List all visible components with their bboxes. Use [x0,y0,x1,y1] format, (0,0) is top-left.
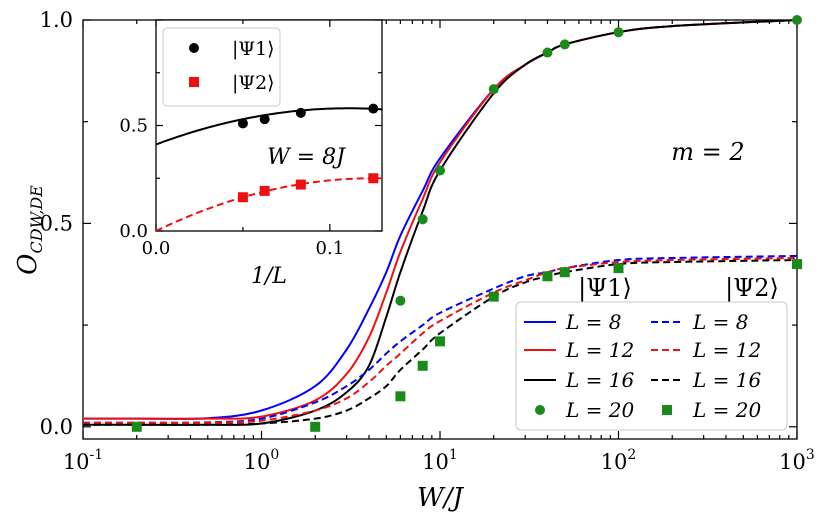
inset-y-tick-label: 0.5 [119,116,148,137]
point-psi2-L20 [417,360,428,371]
main-series [83,20,797,426]
legend-marker [662,405,672,415]
legend-header-psi2: |Ψ2⟩ [725,274,779,303]
inset-legend-label: |Ψ2⟩ [232,72,275,94]
point-psi2-L20 [559,267,570,278]
point-psi2-L20 [613,263,624,274]
x-tick-label: 101 [422,447,458,474]
annotation-m: m = 2 [671,138,744,166]
inset-fits [156,107,382,231]
x-tick-label: 102 [601,447,637,474]
legend-label: L = 20 [692,398,761,422]
inset-x-axis-label: 1/L [251,264,287,289]
main-x-tick-labels: 10-1 100 101 102 103 [63,447,815,474]
inset-legend-label: |Ψ1⟩ [232,38,275,60]
legend-label: L = 20 [565,398,634,422]
y-tick-label: 0.5 [40,211,73,235]
x-axis-label: W/J [417,483,464,513]
point-psi1-L20 [613,27,624,38]
inset-legend-marker [189,77,199,87]
legend-label: L = 8 [692,310,748,334]
inset-point [368,103,379,114]
inset-point [237,192,248,203]
legend-label: L = 12 [565,338,634,362]
inset-y-tick-label: 0.0 [119,221,148,242]
point-psi2-L20 [310,421,321,432]
x-tick-label: 10-1 [63,447,103,474]
inset-point [259,114,270,125]
point-psi1-L20 [559,39,570,50]
point-psi1-L20 [488,84,499,95]
point-psi1-L20 [792,15,802,25]
main-legend-box [515,301,788,431]
legend-label: L = 16 [565,368,634,392]
inset-x-tick-label: 0.1 [316,238,345,259]
inset-x-tick-labels: 0.0 0.1 [142,238,344,259]
inset-point [237,118,248,129]
inset-legend-marker [189,43,199,53]
point-psi2-L20 [435,336,445,347]
inset-point [295,107,306,118]
x-tick-label: 103 [779,447,815,474]
inset-x-tick-label: 0.0 [142,238,171,259]
point-psi2-L20 [792,259,802,270]
main-legend: L = 8 L = 12 L = 16 L = 8 L = 12 L = 16 L = 20… [524,310,761,422]
y-tick-label: 0.0 [40,415,73,439]
legend-marker [535,405,545,415]
point-psi1-L20 [542,47,553,58]
legend-label: L = 12 [692,338,761,362]
inset-legend: |Ψ1⟩ |Ψ2⟩ [189,38,275,94]
point-psi1-L20 [395,295,406,306]
point-psi2-L20 [395,391,406,402]
inset-point [259,185,270,196]
svg-text:OCDW,DE: OCDW,DE [13,185,46,275]
y-tick-label: 1.0 [40,8,73,32]
y-axis-label: OCDW,DE [13,185,46,275]
point-psi1-L20 [417,214,428,225]
y-axis-label-sub: CDW,DE [27,185,46,254]
point-psi1-L20 [435,165,445,176]
inset-title: W = 8J [267,145,346,170]
x-tick-label: 100 [244,447,280,474]
legend-label: L = 8 [565,310,621,334]
point-psi2-L20 [488,291,499,302]
inset-point [368,173,379,184]
inset-points [237,103,379,203]
legend-label: L = 16 [692,368,761,392]
series-line-psi2-L16 [83,259,797,426]
y-axis-label-main: O [13,253,43,274]
inset-ticks [155,19,382,232]
legend-header-psi1: |Ψ1⟩ [578,274,632,303]
inset-y-tick-labels: 0.0 0.5 [119,116,148,243]
inset-point [295,179,306,190]
main-points [131,15,802,432]
main-y-tick-labels: 0.0 0.5 1.0 [40,8,73,439]
inset-fit-line [156,107,382,146]
series-line-psi2-L12 [83,256,797,424]
point-psi2-L20 [131,421,142,432]
point-psi2-L20 [542,271,553,282]
